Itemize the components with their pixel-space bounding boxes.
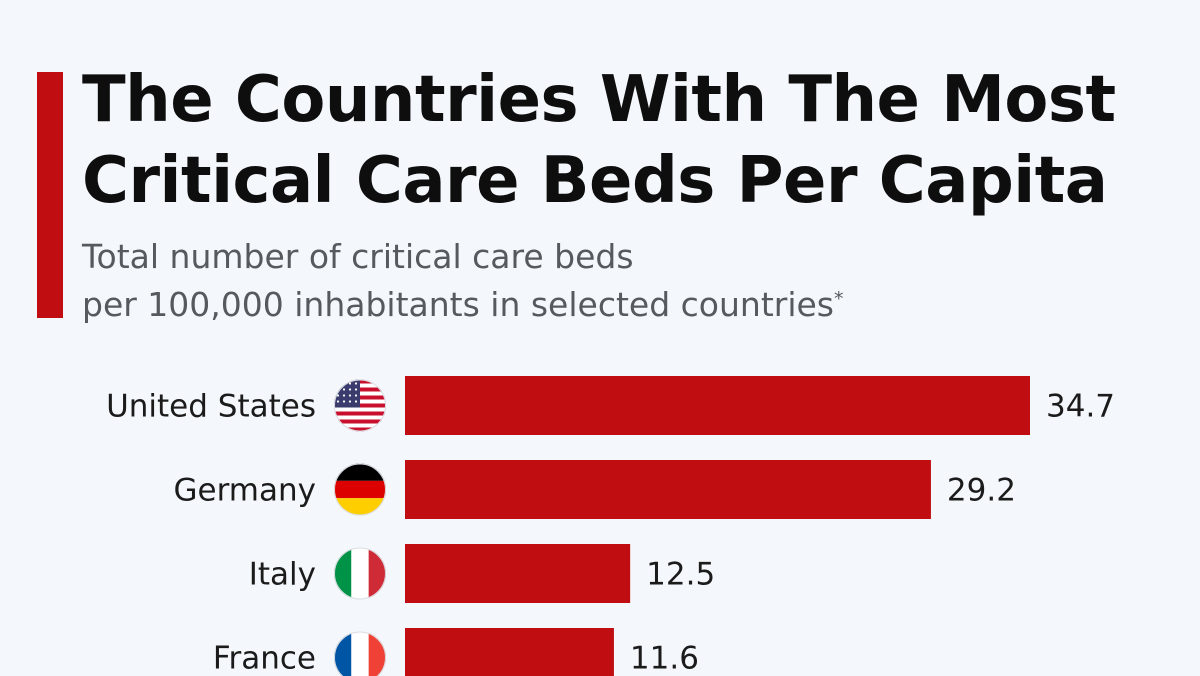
title-accent-bar — [37, 72, 63, 318]
bar — [405, 544, 631, 603]
chart-subtitle: Total number of critical care beds per 1… — [82, 233, 1082, 329]
category-label: United States — [106, 389, 316, 425]
footnote-mark: * — [834, 288, 844, 310]
france-flag-icon — [334, 631, 386, 676]
bar — [405, 628, 614, 676]
subtitle-line-1: Total number of critical care beds — [82, 237, 634, 276]
bar — [405, 376, 1030, 435]
value-label: 12.5 — [646, 557, 715, 593]
us-flag-icon — [334, 379, 386, 432]
chart-title: The Countries With The Most Critical Car… — [82, 63, 1116, 218]
value-label: 29.2 — [947, 473, 1016, 509]
subtitle-line-2-text: per 100,000 inhabitants in selected coun… — [82, 285, 834, 324]
subtitle-line-2: per 100,000 inhabitants in selected coun… — [82, 281, 1082, 329]
category-label: Italy — [249, 557, 316, 593]
bar — [405, 460, 931, 519]
category-label: France — [213, 641, 316, 676]
value-label: 34.7 — [1046, 389, 1115, 425]
value-label: 11.6 — [630, 641, 699, 676]
category-label: Germany — [174, 473, 316, 509]
